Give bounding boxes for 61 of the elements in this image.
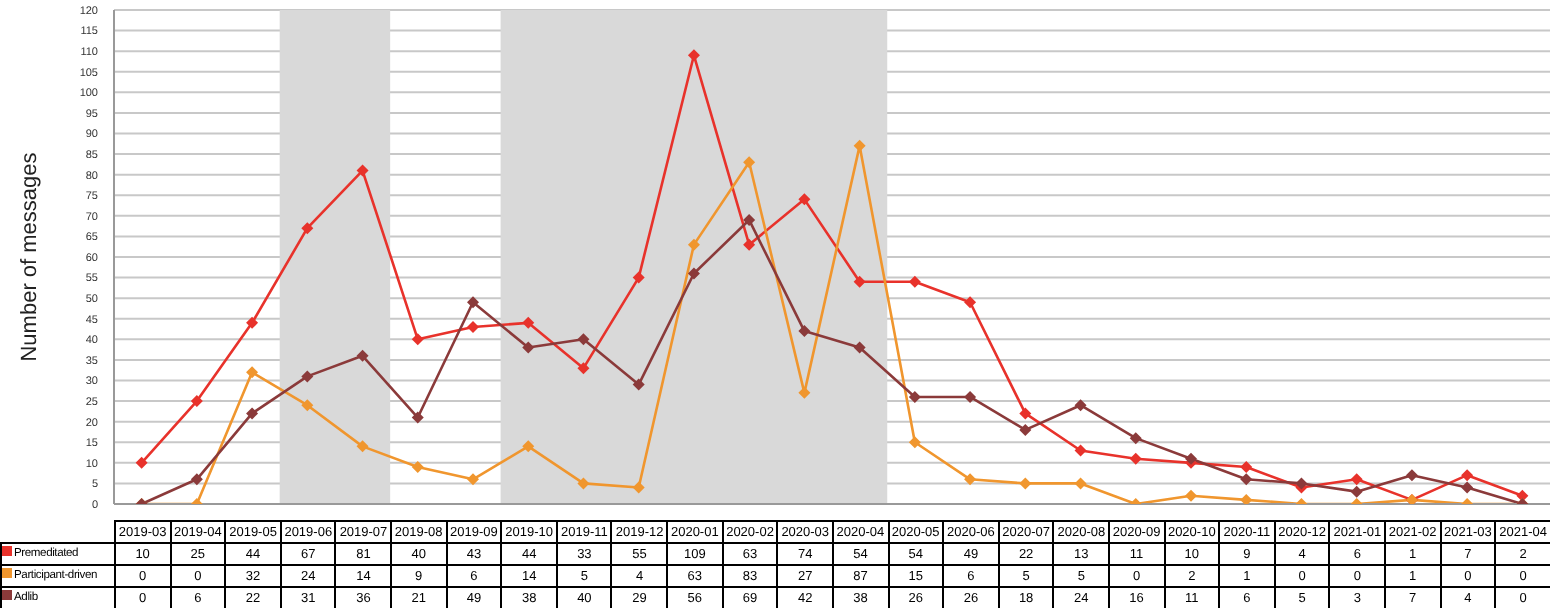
point (1240, 493, 1253, 504)
point (1074, 477, 1087, 490)
point (411, 333, 424, 346)
point (246, 366, 259, 379)
point (356, 349, 369, 362)
point (632, 481, 645, 494)
point (687, 267, 700, 280)
point (1240, 460, 1253, 473)
point (687, 49, 700, 62)
point (1405, 469, 1418, 482)
point (798, 325, 811, 338)
point (522, 316, 535, 329)
point (1129, 452, 1142, 465)
point (1019, 423, 1032, 436)
point (1074, 399, 1087, 412)
point (743, 213, 756, 226)
point (1074, 444, 1087, 457)
point (632, 378, 645, 391)
point (1461, 469, 1474, 482)
point (411, 411, 424, 424)
point (577, 477, 590, 490)
point (1129, 432, 1142, 445)
point (743, 238, 756, 251)
point (1240, 473, 1253, 486)
point (467, 296, 479, 309)
point (467, 473, 479, 486)
point (908, 436, 921, 449)
point (908, 275, 921, 288)
point (632, 271, 645, 284)
point (301, 399, 314, 412)
point (301, 370, 314, 383)
point (1185, 489, 1197, 502)
point (964, 390, 977, 403)
point (522, 341, 535, 354)
point (246, 407, 259, 420)
point (964, 473, 977, 486)
point (687, 238, 700, 251)
y-axis-title: Number of messages (17, 151, 42, 362)
point (356, 164, 369, 177)
point (908, 390, 921, 403)
point (853, 275, 866, 288)
point (577, 362, 590, 375)
point (1019, 477, 1032, 490)
point (467, 320, 479, 333)
point (522, 440, 535, 453)
point (1019, 407, 1032, 420)
point (190, 473, 203, 486)
point (246, 316, 259, 329)
point (411, 460, 424, 473)
point (798, 193, 811, 206)
point (301, 222, 314, 235)
point (135, 456, 148, 469)
point (1350, 485, 1363, 498)
point (577, 333, 590, 346)
point (190, 395, 203, 408)
point (356, 440, 369, 453)
point (964, 296, 977, 309)
point (743, 156, 756, 169)
point (1461, 481, 1474, 494)
point (853, 341, 866, 354)
point (1350, 473, 1363, 486)
